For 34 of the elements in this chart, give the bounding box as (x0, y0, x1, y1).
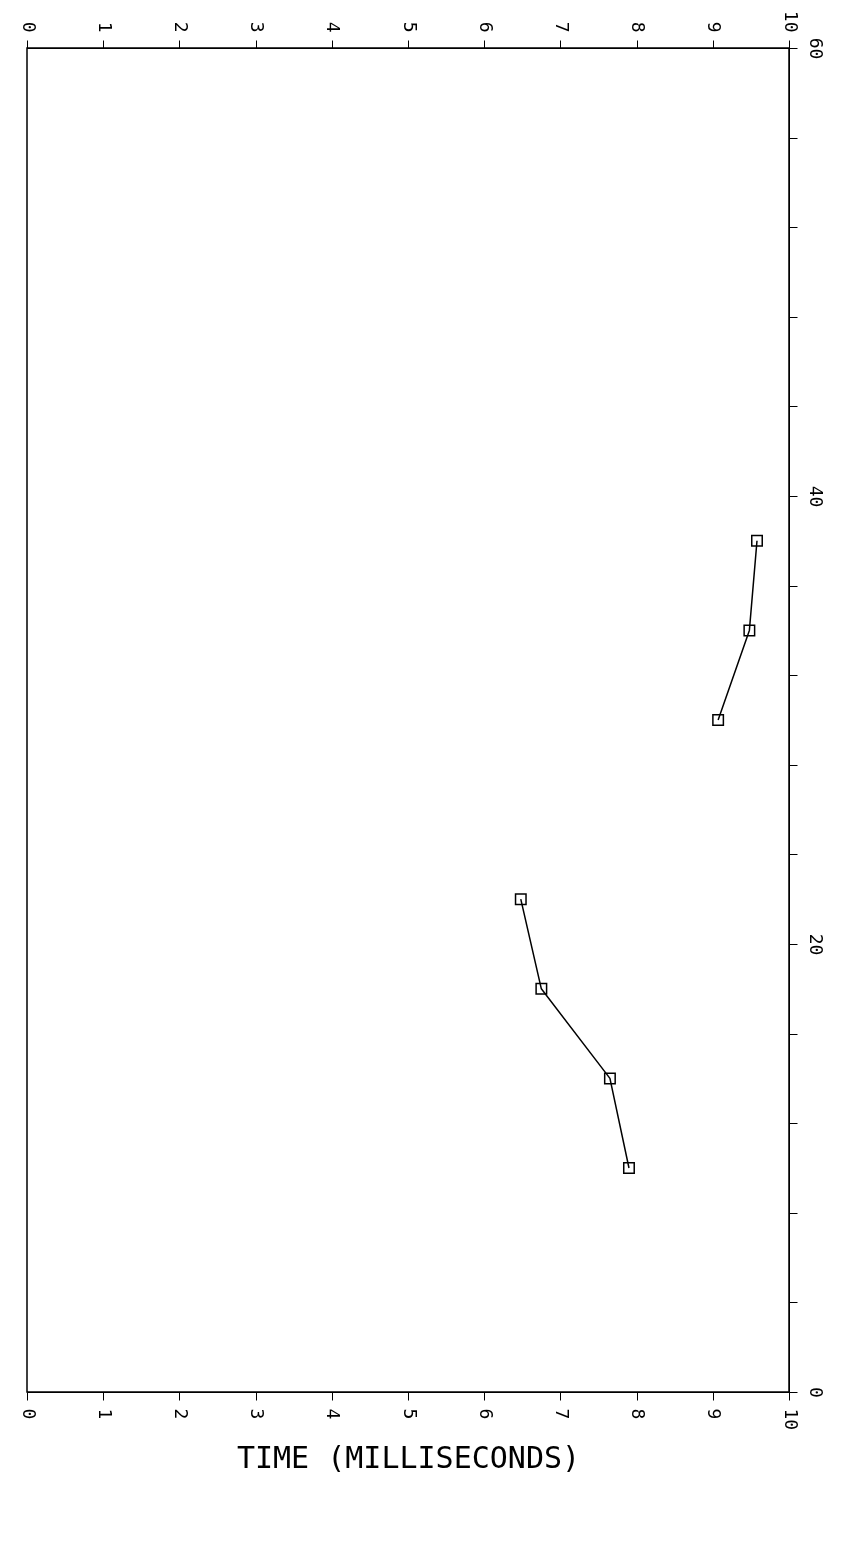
y-tick-label: 60 (805, 37, 827, 60)
x-tick-label: 9 (704, 1408, 726, 1420)
x-tick-label: 1 (94, 1408, 116, 1420)
y-tick-label: 20 (805, 933, 827, 956)
x2-tick-label: 8 (628, 21, 650, 33)
x2-tick-label: 4 (323, 21, 345, 33)
point (535, 982, 548, 995)
point (751, 534, 763, 547)
point (622, 1162, 635, 1174)
x-tick-label: 6 (475, 1408, 497, 1420)
x2-tick-label: 10 (780, 10, 802, 33)
point (712, 714, 725, 726)
x2-tick-label: 6 (475, 21, 497, 33)
x-tick-label: 2 (170, 1408, 192, 1420)
x2-tick-label: 2 (170, 21, 192, 33)
x2-tick-label: 5 (399, 21, 421, 33)
x2-tick-label: 1 (94, 21, 116, 33)
point (743, 624, 756, 637)
x-tick-label: 0 (18, 1408, 40, 1420)
point (514, 893, 527, 906)
x-tick-label: 4 (323, 1408, 345, 1420)
x-tick-label: 7 (551, 1408, 573, 1420)
x2-tick-label: 3 (247, 21, 269, 33)
y-tick-label: 40 (805, 485, 827, 508)
y-tick-label: 0 (805, 1387, 827, 1398)
x-tick-label: 3 (247, 1408, 269, 1420)
x2-tick-label: 7 (551, 21, 573, 33)
x2-tick-label: 9 (704, 21, 726, 33)
x-axis-title: TIME (MILLISECONDS) (236, 1440, 581, 1476)
x2-tick-label: 0 (18, 21, 40, 33)
x-tick-label: 5 (399, 1408, 421, 1420)
x-tick-label: 10 (780, 1408, 802, 1431)
point (603, 1072, 616, 1085)
x-tick-label: 8 (628, 1408, 650, 1420)
